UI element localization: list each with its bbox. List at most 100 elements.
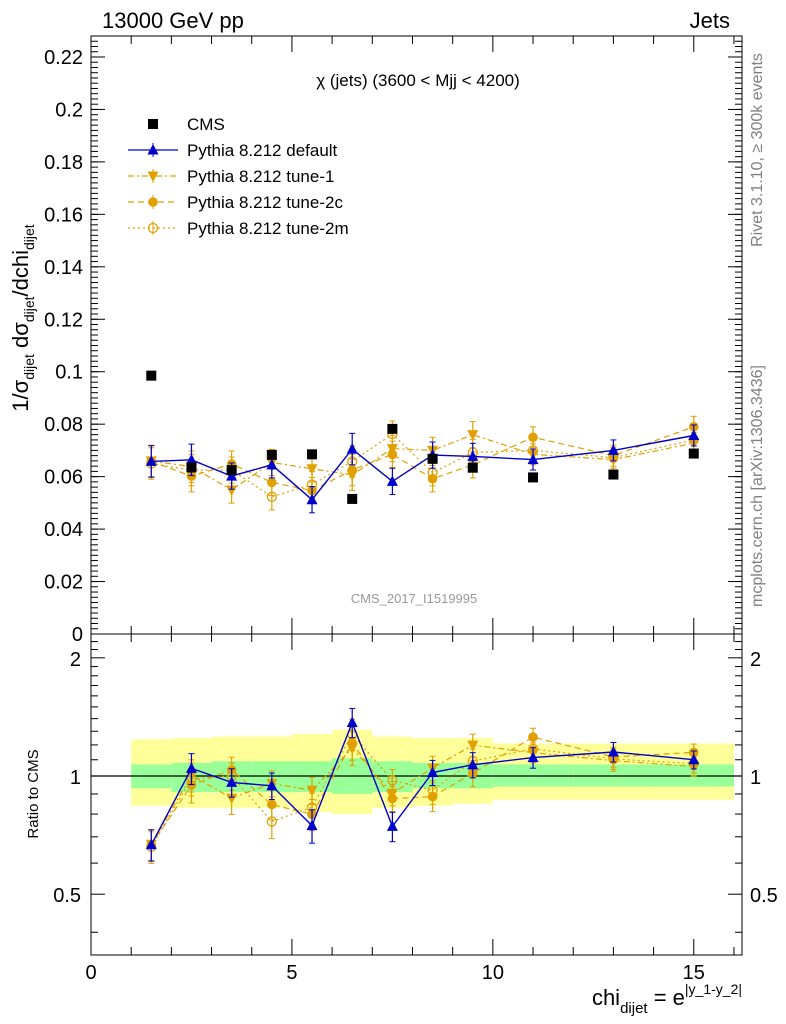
plot-title: χ (jets) (3600 < Mjj < 4200): [316, 71, 520, 90]
side-label-bottom: mcplots.cern.ch [arXiv:1306.3436]: [749, 365, 766, 607]
legend-marker: [147, 222, 159, 234]
legend-label: Pythia 8.212 tune-2c: [187, 193, 343, 212]
data-point: [266, 458, 278, 470]
legend-label: Pythia 8.212 tune-1: [187, 167, 334, 186]
x-tick-label: 5: [286, 962, 297, 984]
ratio-tick-label-left: 2: [70, 649, 81, 671]
ratio-tick-label-left: 1: [70, 767, 81, 789]
legend-entry: Pythia 8.212 tune-2m: [128, 219, 349, 238]
data-point: [226, 485, 238, 497]
ratio-point: [527, 751, 539, 763]
y-tick-label: 0.02: [44, 572, 83, 594]
ratio-y-axis-label: Ratio to CMS: [25, 749, 42, 838]
ratio-tick-label-right: 0.5: [750, 885, 778, 907]
main-panel: 0.22 0.2 0.18 0.16 0.14 0.12 0.1 0.08 0.06 0.04 0.…: [44, 35, 743, 646]
series-main-0: [145, 424, 700, 514]
cms-point: [307, 449, 318, 460]
ratio-series-line: [150, 733, 694, 848]
ratio-point: [226, 776, 238, 787]
y-tick-label: 0.2: [55, 99, 83, 121]
legend-marker: [148, 197, 158, 207]
data-point: [346, 443, 358, 454]
ratio-point: [346, 716, 358, 727]
data-point: [306, 493, 318, 505]
cms-point: [186, 462, 197, 473]
header-left: 13000 GeV pp: [102, 8, 244, 33]
cms-point: [467, 462, 478, 473]
ratio-point: [688, 753, 700, 765]
watermark: CMS_2017_I1519995: [351, 591, 478, 606]
cms-point: [226, 465, 237, 476]
ratio-point: [427, 791, 438, 802]
ratio-tick-label-right: 1: [750, 767, 761, 789]
y-tick-label: 0.1: [55, 362, 83, 384]
cms-point: [528, 472, 539, 483]
legend-entry: CMS: [148, 115, 225, 134]
cms-point: [427, 453, 438, 464]
y-tick-label: 0.18: [44, 152, 83, 174]
ratio-point: [267, 799, 277, 810]
data-point: [226, 470, 238, 481]
x-tick-label: 15: [683, 962, 705, 984]
y-tick-label: 0.08: [44, 414, 83, 436]
data-point: [688, 429, 700, 440]
ratio-point: [607, 745, 619, 757]
data-point: [607, 444, 619, 455]
legend-marker: [148, 119, 158, 129]
ratio-point: [467, 758, 479, 770]
data-point: [386, 475, 398, 486]
ratio-point: [185, 762, 197, 773]
data-point: [527, 453, 539, 465]
legend-marker: [147, 144, 159, 155]
ratio-point: [528, 732, 538, 742]
cms-point: [146, 370, 157, 381]
cms-point: [266, 449, 277, 460]
ratio-frame: [90, 633, 743, 956]
cms-point: [688, 448, 699, 459]
x-tick-label: 0: [85, 962, 96, 984]
legend-label: CMS: [187, 115, 225, 134]
ratio-point: [346, 743, 358, 754]
y-tick-label: 0.16: [44, 204, 83, 226]
series-ratio-0: [145, 708, 700, 862]
cms-point: [347, 493, 358, 504]
data-point: [528, 432, 538, 443]
data-point: [467, 430, 479, 441]
series-line: [151, 433, 694, 498]
y-tick-label: 0.22: [44, 47, 83, 69]
data-point: [267, 477, 277, 488]
legend-marker: [147, 171, 159, 182]
x-axis-label: chidijet = e|y_1-y_2|: [592, 981, 742, 1017]
ratio-point: [386, 788, 398, 800]
legend: CMS Pythia 8.212 default Pythia 8.212 tune…: [128, 115, 349, 238]
x-tick-label: 10: [482, 962, 504, 984]
data-point: [386, 444, 398, 455]
cms-point: [608, 469, 619, 480]
ratio-panel: 2 2 1 1 0.5 0.5 0 5 10 15: [53, 633, 778, 984]
ratio-point: [306, 785, 318, 797]
ratio-point: [266, 779, 278, 791]
series-cms: [146, 370, 699, 504]
main-y-axis-label: 1/σdijet dσdijet/dchidijet: [8, 224, 37, 412]
legend-entry: Pythia 8.212 default: [128, 141, 338, 160]
cms-point: [387, 423, 398, 434]
data-point: [306, 464, 318, 475]
data-point: [467, 450, 479, 461]
ratio-series-line: [150, 720, 694, 846]
header-right: Jets: [690, 8, 730, 33]
data-point: [185, 453, 197, 465]
legend-label: Pythia 8.212 tune-2m: [187, 219, 349, 238]
ratio-point: [386, 820, 398, 831]
legend-label: Pythia 8.212 default: [187, 141, 338, 160]
ratio-tick-label-left: 0.5: [53, 885, 81, 907]
side-label-top: Rivet 3.1.10, ≥ 300k events: [749, 53, 766, 247]
ratio-series-line: [150, 744, 694, 845]
y-tick-label: 0.04: [44, 519, 83, 541]
y-tick-label: 0.14: [44, 257, 83, 279]
series-line: [151, 434, 694, 491]
legend-entry: Pythia 8.212 tune-2c: [128, 193, 343, 212]
legend-entry: Pythia 8.212 tune-1: [128, 167, 334, 186]
ratio-point: [427, 766, 439, 777]
data-point: [427, 473, 438, 484]
